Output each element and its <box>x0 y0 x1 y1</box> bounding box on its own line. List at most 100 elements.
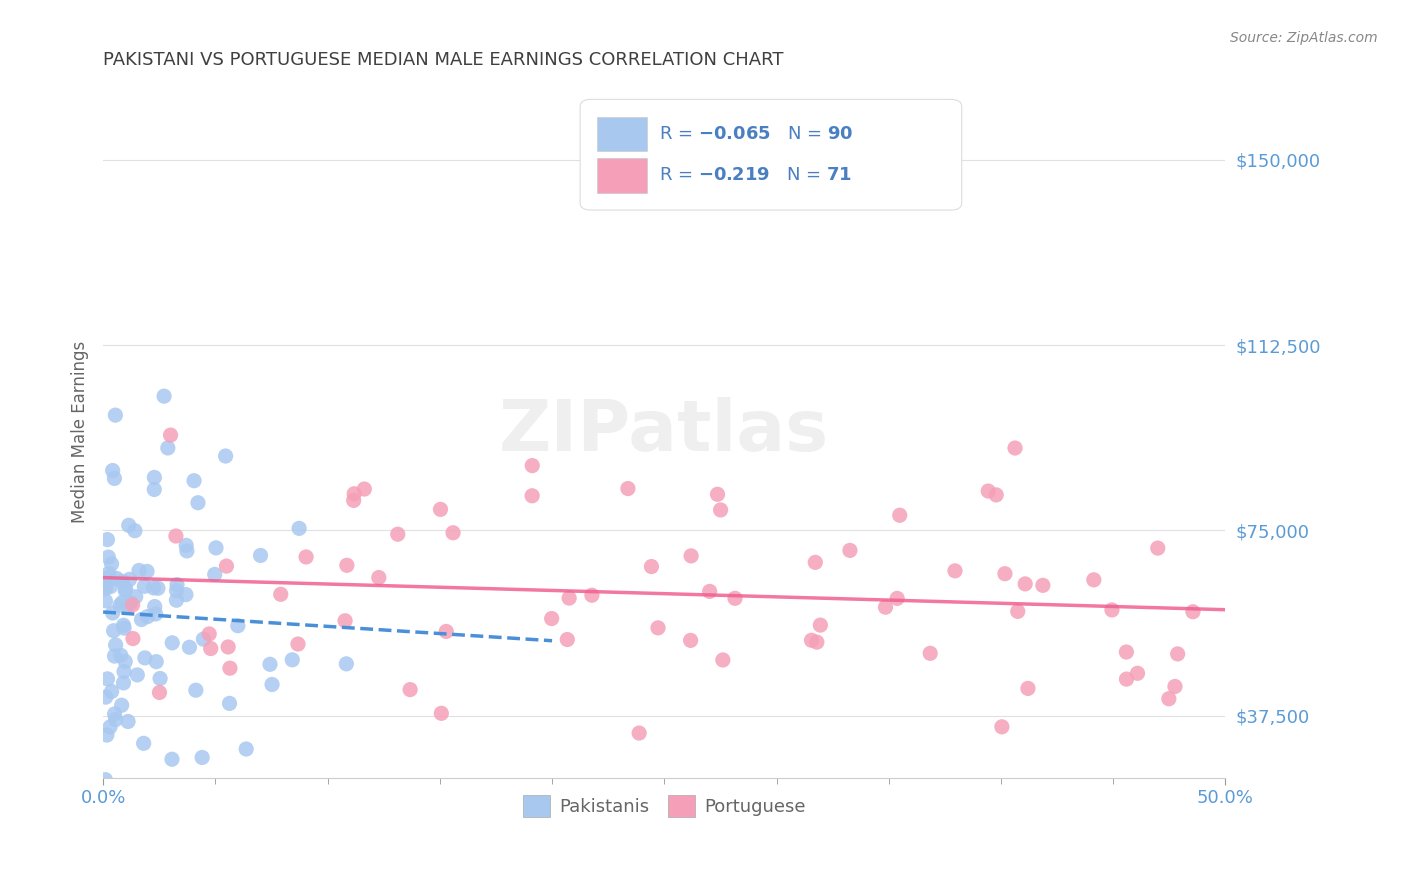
Point <box>259 657 281 672</box>
Point <box>991 720 1014 734</box>
Point <box>120 596 142 610</box>
Point <box>1032 578 1054 592</box>
Point <box>540 611 562 625</box>
Point <box>214 449 236 463</box>
Point <box>143 599 166 614</box>
Point <box>96 571 118 585</box>
Point <box>679 633 702 648</box>
Point <box>1014 577 1036 591</box>
Text: PAKISTANI VS PORTUGUESE MEDIAN MALE EARNINGS CORRELATION CHART: PAKISTANI VS PORTUGUESE MEDIAN MALE EARN… <box>103 51 783 69</box>
Point <box>118 573 141 587</box>
Point <box>1115 645 1137 659</box>
Point <box>520 489 543 503</box>
Point <box>111 574 134 589</box>
Point <box>581 588 603 602</box>
Point <box>174 588 197 602</box>
Point <box>176 544 198 558</box>
Point <box>441 525 464 540</box>
Point <box>800 633 823 648</box>
Point <box>174 538 197 552</box>
Point <box>628 726 651 740</box>
Point <box>367 570 389 584</box>
Point <box>399 682 422 697</box>
Point <box>711 653 734 667</box>
Point <box>112 621 135 635</box>
Point <box>124 524 146 538</box>
Point <box>1167 647 1189 661</box>
Point <box>117 599 139 613</box>
Point <box>387 527 409 541</box>
Point <box>98 720 121 734</box>
Text: Source: ZipAtlas.com: Source: ZipAtlas.com <box>1230 31 1378 45</box>
Point <box>94 690 117 705</box>
Point <box>336 558 359 573</box>
Point <box>112 676 135 690</box>
Point <box>122 632 145 646</box>
Point <box>111 595 134 609</box>
Point <box>555 632 578 647</box>
Point <box>226 618 249 632</box>
Text: R = $\mathbf{-0.219}$   N = $\mathbf{71}$: R = $\mathbf{-0.219}$ N = $\mathbf{71}$ <box>658 167 852 185</box>
Point <box>335 657 357 671</box>
Point <box>159 428 181 442</box>
Point <box>114 583 136 598</box>
Point <box>1004 441 1026 455</box>
Point <box>838 543 860 558</box>
Point <box>148 685 170 699</box>
Point <box>710 503 733 517</box>
Point <box>943 564 966 578</box>
Point <box>125 590 148 604</box>
Point <box>97 566 120 581</box>
Point <box>295 549 318 564</box>
Point <box>114 582 136 596</box>
Point <box>184 683 207 698</box>
Point <box>287 637 309 651</box>
Legend: Pakistanis, Portuguese: Pakistanis, Portuguese <box>516 788 813 824</box>
Point <box>104 706 127 721</box>
Point <box>156 441 179 455</box>
Point <box>889 508 911 523</box>
Point <box>103 624 125 638</box>
Point <box>343 487 366 501</box>
Point <box>430 706 453 721</box>
Y-axis label: Median Male Earnings: Median Male Earnings <box>72 341 89 523</box>
Point <box>187 496 209 510</box>
Text: R = $\mathbf{-0.065}$   N = $\mathbf{90}$: R = $\mathbf{-0.065}$ N = $\mathbf{90}$ <box>658 125 853 143</box>
Point <box>96 728 118 742</box>
Point <box>94 582 117 596</box>
Text: ZIPatlas: ZIPatlas <box>499 397 830 466</box>
Point <box>145 607 167 621</box>
Point <box>200 641 222 656</box>
Point <box>136 565 159 579</box>
Point <box>1017 681 1039 696</box>
Point <box>134 651 156 665</box>
Point <box>270 587 292 601</box>
Point <box>977 484 1000 499</box>
Point <box>558 591 581 605</box>
Point <box>143 483 166 497</box>
Point <box>429 502 451 516</box>
Point <box>179 640 201 655</box>
Point <box>127 668 149 682</box>
Point <box>100 557 122 571</box>
Point <box>640 559 662 574</box>
Point <box>101 463 124 477</box>
Point <box>128 564 150 578</box>
Point <box>160 752 183 766</box>
Point <box>198 627 221 641</box>
Point <box>1146 541 1168 555</box>
Point <box>100 684 122 698</box>
Point <box>1126 666 1149 681</box>
Bar <box>598 158 648 193</box>
Point <box>103 648 125 663</box>
Point <box>117 714 139 729</box>
Point <box>94 579 117 593</box>
Point <box>134 579 156 593</box>
Point <box>353 482 375 496</box>
Point <box>96 672 118 686</box>
Point <box>205 541 228 555</box>
Point <box>131 613 153 627</box>
Point <box>96 533 118 547</box>
Point <box>699 584 721 599</box>
Point <box>104 638 127 652</box>
